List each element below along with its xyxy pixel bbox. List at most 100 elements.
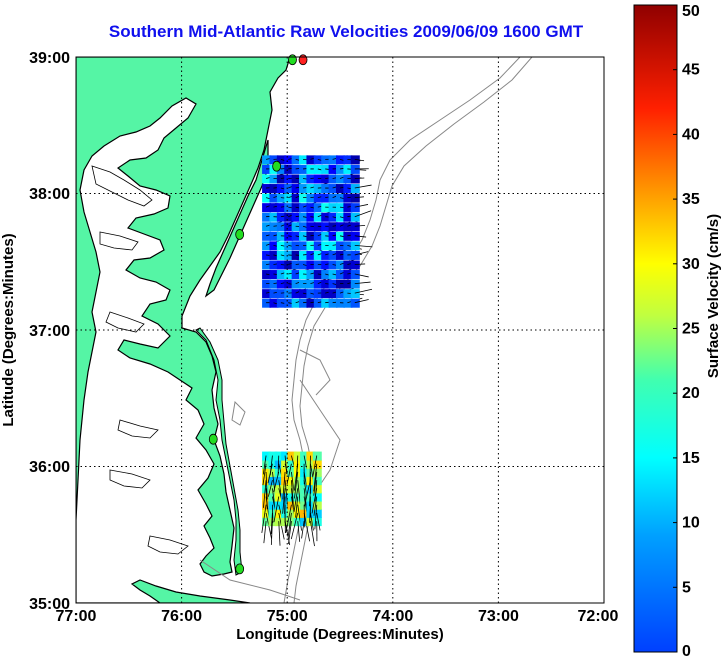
velocity-cell	[299, 298, 309, 308]
velocity-cell	[300, 467, 310, 477]
velocity-vector	[262, 463, 267, 486]
velocity-cell	[276, 174, 286, 184]
velocity-cell	[328, 174, 338, 184]
velocity-vector	[291, 480, 294, 507]
velocity-cell	[343, 164, 353, 174]
plot-area	[76, 57, 604, 603]
velocity-cell	[262, 279, 272, 289]
velocity-cell	[328, 164, 338, 174]
y-tick-label: 39:00	[29, 50, 70, 67]
velocity-cell	[328, 250, 338, 260]
velocity-vector	[263, 480, 267, 508]
velocity-cell	[293, 476, 303, 486]
velocity-vector	[354, 299, 369, 304]
velocity-cell	[328, 193, 338, 203]
station-marker	[235, 229, 245, 240]
velocity-vector	[287, 512, 292, 537]
station-marker	[298, 54, 308, 66]
velocity-cell	[328, 155, 338, 165]
velocity-cell	[287, 467, 297, 477]
velocity-cell	[350, 231, 360, 241]
velocity-vector	[310, 521, 315, 547]
velocity-cell	[262, 155, 272, 165]
velocity-cell	[306, 184, 316, 194]
velocity-cell	[284, 203, 294, 213]
x-tick-label: 74:00	[372, 608, 413, 625]
velocity-cell	[268, 451, 278, 461]
velocity-vector	[354, 251, 369, 256]
velocity-cell	[343, 184, 353, 194]
velocity-cell	[284, 155, 294, 165]
velocity-cell	[281, 508, 291, 518]
velocity-cell	[328, 241, 338, 251]
velocity-vector	[265, 471, 268, 500]
velocity-cell	[306, 484, 316, 494]
y-axis: 39:00 38:00 37:00 36:00 35:00 Latitude (…	[0, 50, 70, 613]
velocity-cell	[284, 270, 294, 280]
peninsula	[204, 139, 269, 298]
velocity-cell	[306, 222, 316, 232]
velocity-cell	[262, 289, 272, 299]
velocity-cell	[312, 492, 322, 502]
colorbar-tick-label: 30	[682, 256, 700, 273]
velocity-cell	[306, 517, 316, 527]
velocity-cell	[306, 212, 316, 222]
velocity-cell	[321, 260, 331, 270]
velocity-cell	[269, 155, 279, 165]
velocity-cell	[291, 193, 301, 203]
velocity-cell	[276, 289, 286, 299]
velocity-cell	[299, 212, 309, 222]
velocity-cell	[281, 492, 291, 502]
velocity-cell	[321, 279, 331, 289]
velocity-cell	[350, 193, 360, 203]
velocity-cell	[284, 289, 294, 299]
velocity-field	[261, 155, 373, 547]
velocity-cell	[262, 203, 272, 213]
velocity-vector	[269, 455, 273, 476]
velocity-cell	[321, 212, 331, 222]
velocity-cell	[269, 270, 279, 280]
velocity-cell	[299, 203, 309, 213]
velocity-cell	[287, 476, 297, 486]
velocity-cell	[350, 174, 360, 184]
velocity-cell	[262, 451, 272, 461]
velocity-vector	[354, 204, 369, 208]
velocity-cell	[291, 222, 301, 232]
velocity-cell	[293, 467, 303, 477]
velocity-cell	[287, 517, 297, 527]
velocity-cell	[291, 174, 301, 184]
velocity-cell	[284, 222, 294, 232]
velocity-vector	[297, 504, 302, 531]
velocity-vector	[263, 521, 267, 544]
velocity-cell	[306, 260, 316, 270]
velocity-cell	[336, 289, 345, 299]
colorbar-ticks: 0 5 10 15 20 25 30 35 40 45 50	[673, 3, 700, 659]
velocity-vector	[284, 496, 286, 514]
velocity-cell	[274, 467, 284, 477]
velocity-cell	[350, 289, 360, 299]
velocity-cell	[336, 279, 345, 289]
colorbar-tick-label: 25	[682, 321, 700, 338]
velocity-cell	[313, 193, 323, 203]
velocity-cell	[268, 476, 278, 486]
velocity-cell	[269, 279, 279, 289]
velocity-cell	[284, 164, 294, 174]
velocity-cell	[336, 250, 345, 260]
velocity-cell	[343, 260, 353, 270]
velocity-cell	[321, 193, 331, 203]
velocity-cell	[313, 298, 323, 308]
velocity-vector	[354, 263, 366, 265]
velocity-cell	[313, 174, 323, 184]
velocity-cell	[328, 203, 338, 213]
x-tick-label: 73:00	[478, 608, 519, 625]
velocity-cell	[350, 250, 360, 260]
velocity-cell	[312, 500, 322, 510]
colorbar-gradient	[633, 4, 678, 653]
velocity-cell	[269, 184, 279, 194]
velocity-cell	[299, 193, 309, 203]
velocity-cell	[291, 184, 301, 194]
x-tick-label: 76:00	[161, 608, 202, 625]
velocity-cell	[262, 517, 272, 527]
velocity-cell	[284, 193, 294, 203]
velocity-cell	[276, 270, 286, 280]
